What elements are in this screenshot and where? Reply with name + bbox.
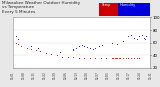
Point [72, 48, 75, 50]
Point [39, 51, 42, 52]
Point [91, 48, 94, 50]
Point [117, 58, 120, 59]
Point [130, 34, 132, 36]
Point [116, 43, 119, 45]
Point [138, 36, 141, 37]
Point [94, 57, 97, 58]
Text: 01/10: 01/10 [117, 71, 121, 79]
Point [67, 56, 69, 57]
Point [56, 55, 58, 56]
Point [89, 58, 91, 59]
Point [112, 58, 115, 59]
Text: 01/17: 01/17 [127, 71, 131, 79]
Point [83, 58, 86, 59]
Point [115, 58, 117, 59]
Point [130, 58, 132, 59]
Point [111, 42, 113, 43]
Point [58, 51, 61, 53]
Point [127, 36, 130, 37]
Point [144, 39, 146, 40]
Point [122, 41, 124, 42]
Point [75, 47, 77, 48]
Point [17, 43, 20, 45]
Point [145, 36, 148, 37]
Text: 01/03: 01/03 [106, 71, 110, 79]
Point [86, 46, 88, 48]
Point [142, 37, 145, 38]
Text: 12/20: 12/20 [85, 71, 89, 79]
Point [89, 47, 91, 48]
Text: Humidity: Humidity [120, 3, 136, 7]
Text: 11/15: 11/15 [32, 71, 36, 79]
Point [17, 39, 20, 40]
Point [113, 58, 116, 59]
Point [35, 50, 37, 51]
Text: 11/22: 11/22 [43, 71, 47, 79]
Text: 01/24: 01/24 [138, 71, 142, 79]
Point [14, 36, 17, 37]
Point [141, 34, 143, 36]
Text: 12/13: 12/13 [74, 71, 78, 79]
Point [29, 48, 32, 50]
Point [127, 58, 130, 59]
Point [133, 58, 135, 59]
Point [135, 58, 138, 59]
Point [29, 45, 32, 46]
Text: 11/08: 11/08 [21, 71, 25, 79]
Point [20, 45, 22, 46]
Text: 12/27: 12/27 [96, 71, 100, 79]
Text: 11/29: 11/29 [53, 71, 57, 79]
Point [133, 37, 135, 38]
Point [72, 50, 75, 51]
Point [105, 58, 108, 59]
Point [80, 44, 83, 46]
Point [50, 53, 53, 55]
Point [138, 58, 141, 59]
Text: Milwaukee Weather Outdoor Humidity
vs Temperature
Every 5 Minutes: Milwaukee Weather Outdoor Humidity vs Te… [2, 1, 80, 14]
Point [122, 58, 124, 59]
Point [135, 39, 138, 40]
Point [14, 42, 17, 43]
Point [83, 45, 86, 46]
Point [44, 52, 47, 53]
Point [124, 58, 127, 59]
Point [78, 57, 80, 58]
Text: 11/01: 11/01 [11, 71, 15, 79]
Point [119, 58, 121, 59]
Text: 12/06: 12/06 [64, 71, 68, 79]
Text: 01/31: 01/31 [148, 71, 152, 79]
Point [72, 56, 75, 58]
Point [78, 46, 80, 47]
Point [111, 58, 113, 59]
Point [116, 58, 119, 59]
Point [25, 47, 28, 48]
Point [36, 47, 39, 48]
Point [100, 58, 102, 59]
Point [94, 47, 97, 48]
Point [101, 44, 104, 46]
Point [98, 46, 101, 47]
Point [61, 56, 64, 57]
Text: Temp: Temp [101, 3, 110, 7]
